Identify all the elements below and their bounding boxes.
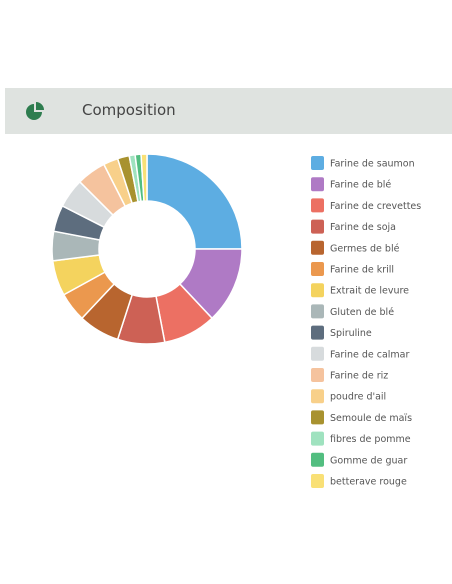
- header-title: Composition: [82, 101, 176, 119]
- legend-swatch: [311, 474, 324, 488]
- legend-swatch: [311, 262, 324, 276]
- legend-swatch: [311, 325, 324, 340]
- legend-swatch: [311, 156, 324, 170]
- legend-swatch: [311, 368, 324, 382]
- legend-swatch: [311, 431, 324, 446]
- header-bar: Composition: [5, 88, 452, 134]
- legend-swatch: [311, 177, 324, 192]
- legend-label: Farine de blé: [330, 180, 391, 191]
- legend-label: fibres de pomme: [330, 434, 411, 445]
- legend-label: Extrait de levure: [330, 286, 409, 297]
- legend-swatch: [311, 389, 324, 404]
- slice: [146, 153, 243, 250]
- legend-swatch: [311, 304, 324, 319]
- legend-label: Farine de krill: [330, 265, 394, 276]
- slice: [140, 153, 148, 202]
- legend-label: Gluten de blé: [330, 307, 394, 318]
- legend-label: Farine de soja: [330, 222, 396, 233]
- legend-label: Farine de calmar: [330, 349, 409, 360]
- legend-swatch: [311, 410, 324, 425]
- legend-swatch: [311, 240, 324, 255]
- legend-label: Farine de crevettes: [330, 201, 421, 212]
- legend-swatch: [311, 283, 324, 298]
- pie-icon: [26, 102, 44, 120]
- legend-swatch: [311, 219, 324, 234]
- legend-swatch: [311, 198, 324, 213]
- legend-label: Semoule de maïs: [330, 413, 412, 424]
- legend-label: Farine de riz: [330, 371, 388, 382]
- legend-swatch: [311, 346, 324, 361]
- legend-label: betterave rouge: [330, 477, 407, 488]
- legend-swatch: [311, 452, 324, 467]
- legend-label: Farine de saumon: [330, 159, 415, 170]
- legend-label: Spiruline: [330, 328, 372, 339]
- legend-label: Germes de blé: [330, 243, 400, 254]
- legend-label: Gomme de guar: [330, 455, 407, 466]
- legend-label: poudre d'ail: [330, 392, 386, 403]
